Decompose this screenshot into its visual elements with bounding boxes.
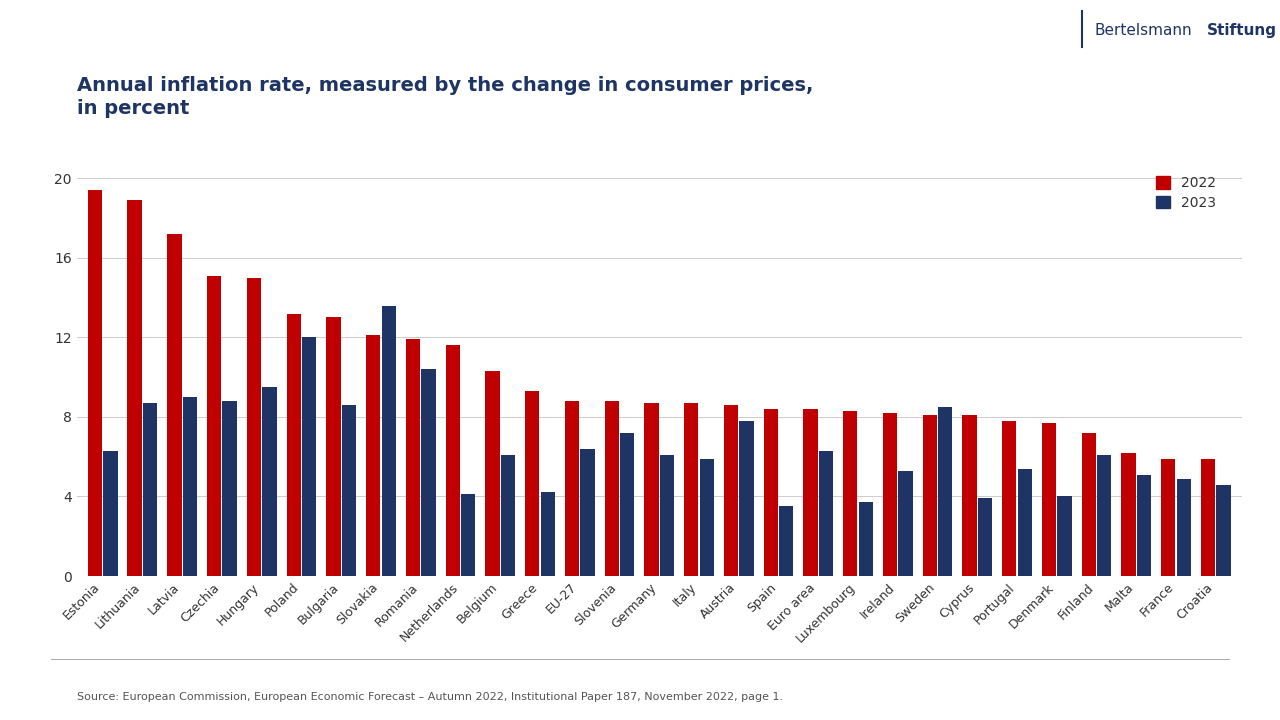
Bar — [780, 506, 794, 576]
Bar — [963, 415, 977, 576]
Bar — [342, 405, 356, 576]
Bar — [168, 234, 182, 576]
Bar — [564, 401, 579, 576]
Bar — [684, 403, 699, 576]
Text: Annual inflation rate, measured by the change in consumer prices,
in percent: Annual inflation rate, measured by the c… — [77, 76, 813, 118]
Bar — [540, 492, 554, 576]
Bar — [302, 338, 316, 576]
Bar — [978, 498, 992, 576]
Bar — [1097, 455, 1111, 576]
Bar — [700, 459, 714, 576]
Text: Bertelsmann: Bertelsmann — [1094, 23, 1192, 38]
Bar — [381, 305, 396, 576]
Bar — [1082, 433, 1096, 576]
Bar — [485, 372, 499, 576]
Bar — [143, 403, 157, 576]
Bar — [1018, 469, 1032, 576]
Bar — [580, 449, 595, 576]
Bar — [406, 339, 420, 576]
Bar — [1176, 479, 1190, 576]
Text: Source: European Commission, European Economic Forecast – Autumn 2022, Instituti: Source: European Commission, European Ec… — [77, 692, 783, 702]
Bar — [366, 336, 380, 576]
Bar — [525, 391, 539, 576]
Bar — [899, 471, 913, 576]
Bar — [723, 405, 739, 576]
Bar — [287, 313, 301, 576]
Bar — [445, 346, 460, 576]
Bar — [1057, 497, 1071, 576]
Bar — [500, 455, 515, 576]
Bar — [207, 276, 221, 576]
Bar — [104, 451, 118, 576]
Bar — [1137, 474, 1151, 576]
Bar — [223, 401, 237, 576]
Text: Stiftung: Stiftung — [1207, 23, 1277, 38]
Bar — [644, 403, 659, 576]
Bar — [819, 451, 833, 576]
Bar — [421, 369, 435, 576]
Bar — [620, 433, 635, 576]
Bar — [326, 318, 340, 576]
Bar — [844, 411, 858, 576]
Bar — [183, 397, 197, 576]
Legend: 2022, 2023: 2022, 2023 — [1149, 169, 1222, 217]
Bar — [1201, 459, 1215, 576]
Bar — [1121, 453, 1135, 576]
Bar — [1161, 459, 1175, 576]
Bar — [740, 421, 754, 576]
Bar — [804, 409, 818, 576]
Bar — [923, 415, 937, 576]
Bar — [1042, 423, 1056, 576]
Bar — [604, 401, 618, 576]
Bar — [262, 387, 276, 576]
Bar — [461, 495, 475, 576]
Bar — [859, 503, 873, 576]
Bar — [883, 413, 897, 576]
Bar — [659, 455, 675, 576]
Bar — [247, 278, 261, 576]
Bar — [88, 190, 102, 576]
Bar — [1002, 421, 1016, 576]
Bar — [1216, 485, 1230, 576]
Bar — [938, 407, 952, 576]
Bar — [764, 409, 778, 576]
Bar — [128, 200, 142, 576]
